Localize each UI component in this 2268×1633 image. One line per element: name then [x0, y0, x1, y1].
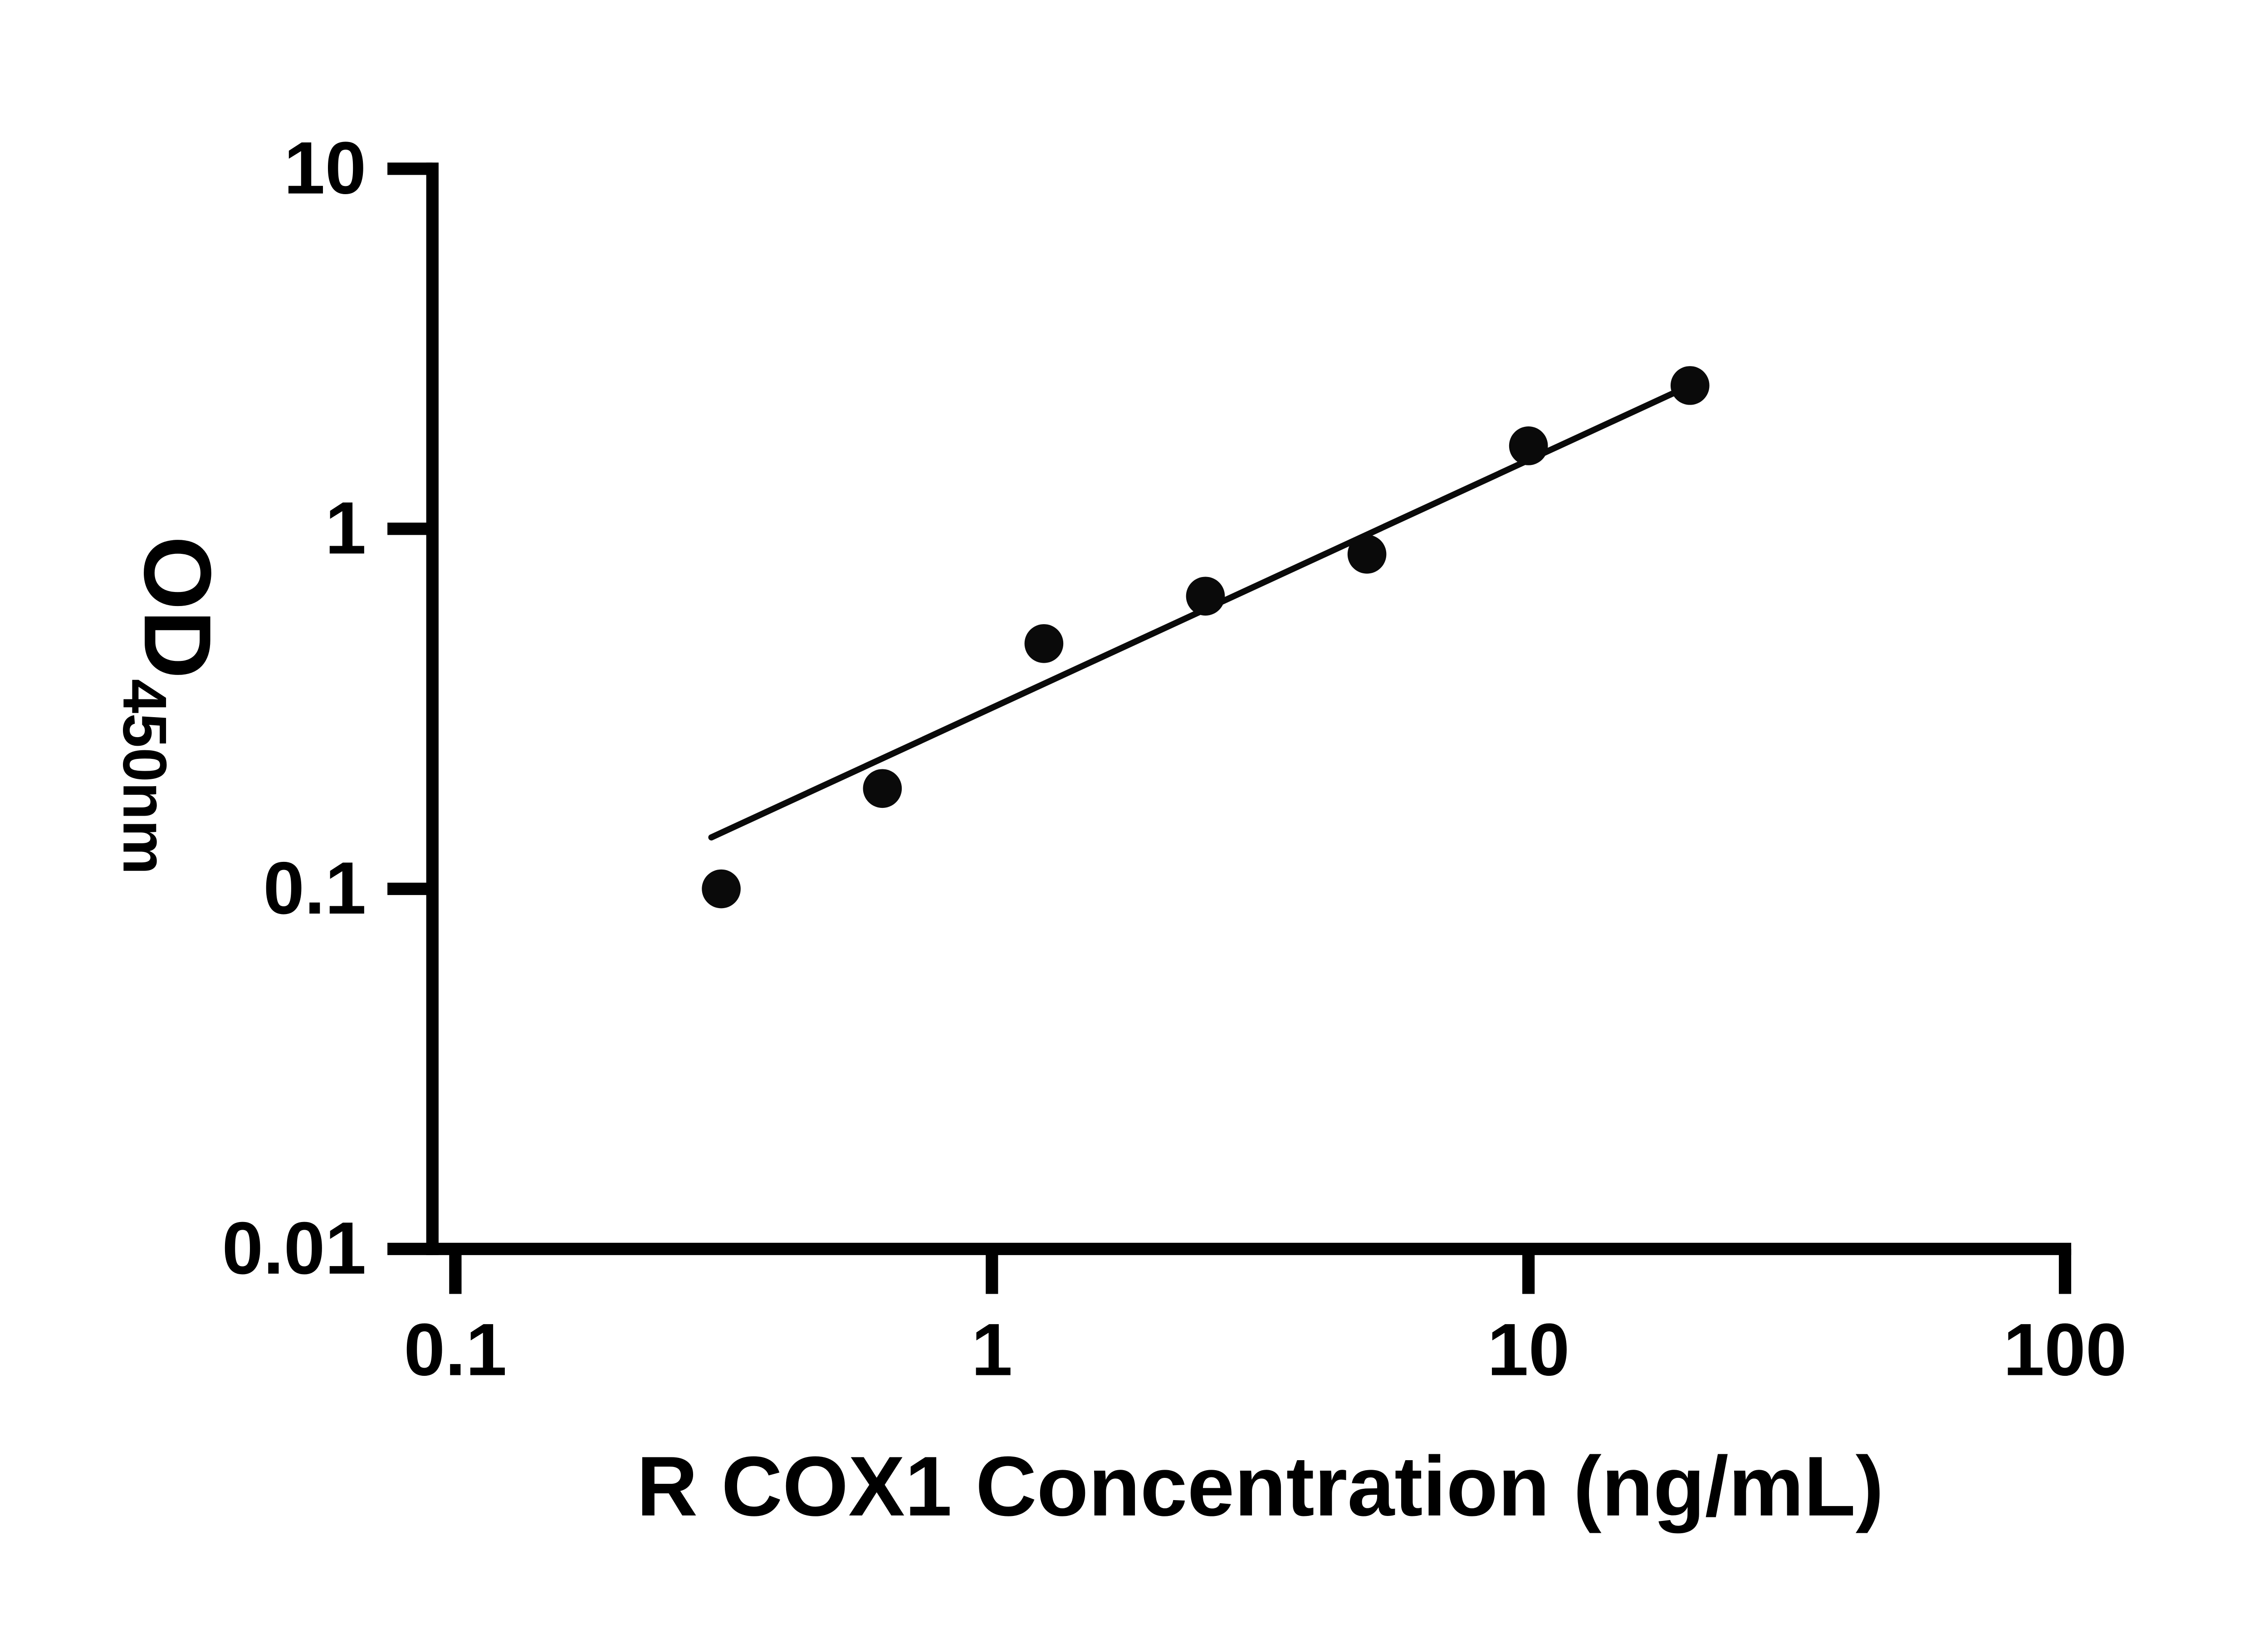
y-tick-label: 10 [284, 126, 367, 209]
data-point [1024, 624, 1064, 663]
y-tick-label: 0.1 [263, 846, 366, 929]
y-axis-title-main: OD [124, 536, 231, 679]
x-tick-label: 0.1 [404, 1308, 507, 1391]
y-axis-title: OD450nm [110, 536, 231, 875]
data-point [863, 769, 902, 808]
y-tick-label: 0.01 [222, 1207, 366, 1290]
x-tick-label: 1 [971, 1308, 1012, 1391]
data-point [1186, 577, 1225, 616]
y-tick-label: 1 [325, 486, 367, 569]
x-tick-label: 10 [1487, 1308, 1570, 1391]
y-axis-title-subscript: 450nm [110, 679, 179, 875]
data-point [702, 869, 741, 909]
data-point [1670, 366, 1710, 405]
plot-area: 10 1 0.1 0.01 0.1 1 10 100 [222, 126, 2127, 1391]
data-point [1347, 534, 1387, 574]
x-tick-label: 100 [2003, 1308, 2127, 1391]
x-axis-title: R COX1 Concentration (ng/mL) [636, 1439, 1884, 1534]
data-point [1509, 426, 1548, 465]
